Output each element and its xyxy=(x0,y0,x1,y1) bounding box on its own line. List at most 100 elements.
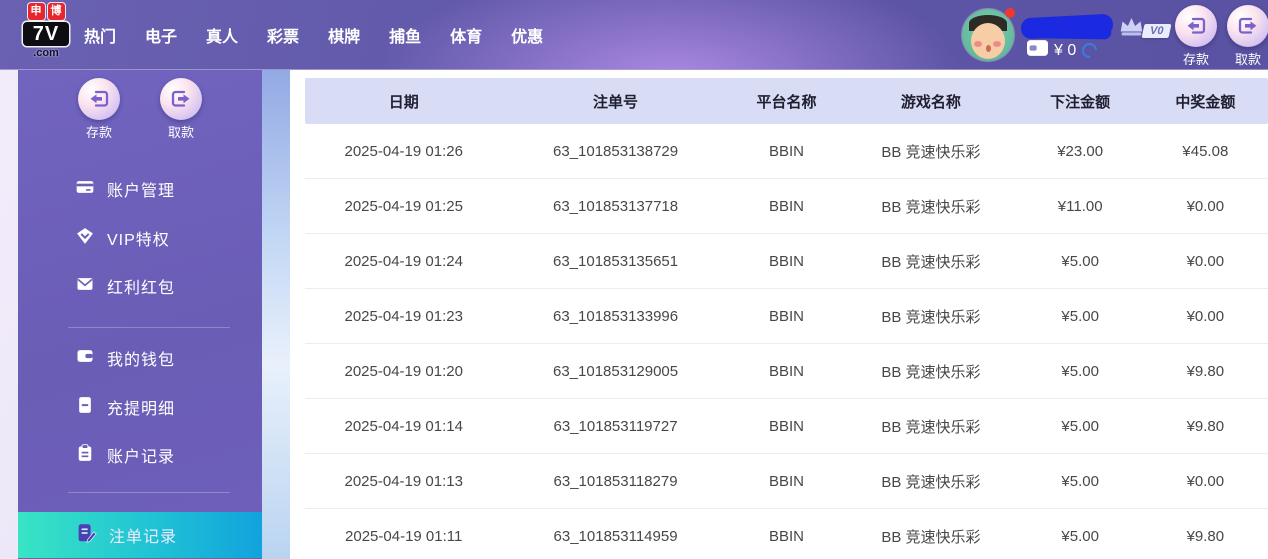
table-cell: BB 竞速快乐彩 xyxy=(881,143,981,161)
wallet-icon xyxy=(75,346,95,371)
table-row: 2025-04-19 01:23 63_101853133996 BBIN BB 竞速… xyxy=(305,289,1268,344)
table-body: 2025-04-19 01:26 63_101853138729 BBIN BB 竞速… xyxy=(305,124,1268,559)
deposit-button[interactable]: 存款 xyxy=(1173,5,1219,68)
table-cell: 63_101853137718 xyxy=(552,197,679,215)
brand-logo[interactable]: 申 博 7V .com xyxy=(16,3,76,59)
sidebar-divider xyxy=(68,492,230,493)
brand-char-left: 申 xyxy=(27,3,45,20)
table-header-win-amount: 中奖金额 xyxy=(1175,93,1236,111)
table-cell: 2025-04-19 01:24 xyxy=(344,252,463,270)
table-cell: ¥5.00 xyxy=(1061,417,1099,435)
table-cell: 2025-04-19 01:20 xyxy=(344,362,463,380)
table-cell: BBIN xyxy=(768,197,804,215)
table-cell: BB 竞速快乐彩 xyxy=(881,473,981,491)
avatar[interactable] xyxy=(962,9,1014,61)
sidebar-item-bonus[interactable]: 红利红包 xyxy=(18,270,262,302)
sidebar-item-label: 红利红包 xyxy=(107,280,176,297)
table-cell: 2025-04-19 01:25 xyxy=(344,197,463,215)
table-cell: 63_101853114959 xyxy=(553,527,678,545)
table-cell: BB 竞速快乐彩 xyxy=(881,308,981,326)
table-cell: ¥45.08 xyxy=(1182,142,1229,160)
withdraw-icon xyxy=(160,78,202,120)
table-cell: ¥5.00 xyxy=(1061,472,1099,490)
sidebar: 存款 取款 账户管理 xyxy=(18,70,290,559)
clipboard-icon xyxy=(75,443,95,468)
main-menu: 热门 电子 真人 彩票 棋牌 捕鱼 体育 优惠 xyxy=(84,0,543,70)
table-cell: BBIN xyxy=(768,527,804,545)
sidebar-item-account-management[interactable]: 账户管理 xyxy=(18,173,262,205)
table-header-date: 日期 xyxy=(388,93,419,111)
main-content: 日期 注单号 平台名称 游戏名称 下注金额 中奖金额 2025-04-19 01… xyxy=(290,70,1268,559)
sidebar-item-label: 账户管理 xyxy=(107,183,176,200)
top-nav: 申 博 7V .com 热门 电子 真人 彩票 棋牌 捕鱼 体育 优惠 V0 xyxy=(0,0,1268,70)
table-row: 2025-04-19 01:24 63_101853135651 BBIN BB 竞速… xyxy=(305,234,1268,289)
table-cell: BBIN xyxy=(768,307,804,325)
nav-item-promotions[interactable]: 优惠 xyxy=(511,29,544,46)
withdraw-button[interactable]: 取款 xyxy=(1225,5,1268,68)
sidebar-withdraw-button[interactable]: 取款 xyxy=(150,78,212,141)
table-row: 2025-04-19 01:25 63_101853137718 BBIN BB 竞速… xyxy=(305,179,1268,234)
table-cell: ¥5.00 xyxy=(1061,307,1099,325)
table-header-row: 日期 注单号 平台名称 游戏名称 下注金额 中奖金额 xyxy=(305,78,1268,124)
table-cell: 2025-04-19 01:26 xyxy=(344,142,463,160)
table-cell: ¥9.80 xyxy=(1186,527,1225,545)
table-cell: BB 竞速快乐彩 xyxy=(881,198,981,216)
vip-crown-icon xyxy=(1118,16,1145,42)
table-cell: ¥0.00 xyxy=(1186,472,1225,490)
table-cell: BBIN xyxy=(768,142,804,160)
nav-item-lottery[interactable]: 彩票 xyxy=(267,29,300,46)
table-cell: 63_101853118279 xyxy=(553,472,678,490)
table-cell: 2025-04-19 01:14 xyxy=(344,417,463,435)
sidebar-item-wallet[interactable]: 我的钱包 xyxy=(18,342,262,374)
credit-card-icon xyxy=(75,177,95,202)
nav-item-live[interactable]: 真人 xyxy=(206,29,239,46)
table-cell: BB 竞速快乐彩 xyxy=(881,528,981,546)
deposit-icon xyxy=(78,78,120,120)
vip-level-badge: V0 xyxy=(1141,24,1172,38)
username-redacted[interactable] xyxy=(1020,13,1114,40)
sidebar-item-transactions[interactable]: 充提明细 xyxy=(18,391,262,423)
nav-item-board-games[interactable]: 棋牌 xyxy=(328,29,361,46)
bet-records-table: 日期 注单号 平台名称 游戏名称 下注金额 中奖金额 2025-04-19 01… xyxy=(305,78,1268,559)
brand-suffix: .com xyxy=(33,47,59,59)
sidebar-item-vip[interactable]: VIP特权 xyxy=(18,222,262,254)
table-row: 2025-04-19 01:26 63_101853138729 BBIN BB 竞速… xyxy=(305,124,1268,179)
table-cell: ¥5.00 xyxy=(1061,252,1099,270)
balance-wallet-icon xyxy=(1027,40,1048,61)
bet-record-icon xyxy=(75,522,97,549)
table-row: 2025-04-19 01:20 63_101853129005 BBIN BB 竞速… xyxy=(305,344,1268,399)
nav-item-slots[interactable]: 电子 xyxy=(145,29,178,46)
table-cell: ¥0.00 xyxy=(1186,197,1225,215)
sidebar-item-label: VIP特权 xyxy=(107,232,170,249)
table-header-bet-amount: 下注金额 xyxy=(1050,93,1111,111)
brand-main: 7V xyxy=(23,22,69,46)
sidebar-item-label: 注单记录 xyxy=(109,529,178,546)
table-header-platform: 平台名称 xyxy=(756,93,817,111)
nav-item-fishing[interactable]: 捕鱼 xyxy=(389,29,422,46)
sidebar-item-account-records[interactable]: 账户记录 xyxy=(18,439,262,471)
table-cell: 63_101853129005 xyxy=(552,362,679,380)
nav-item-sports[interactable]: 体育 xyxy=(450,29,483,46)
table-cell: ¥0.00 xyxy=(1186,307,1225,325)
table-cell: BBIN xyxy=(768,252,804,270)
sidebar-deposit-button[interactable]: 存款 xyxy=(68,78,130,141)
sidebar-item-bet-records[interactable]: 注单记录 xyxy=(18,512,262,558)
nav-item-hot[interactable]: 热门 xyxy=(84,29,117,46)
table-cell: ¥5.00 xyxy=(1061,362,1099,380)
notification-dot xyxy=(1005,8,1015,18)
table-row: 2025-04-19 01:11 63_101853114959 BBIN BB 竞速… xyxy=(305,509,1268,559)
table-cell: 2025-04-19 01:11 xyxy=(345,527,463,545)
table-cell: 2025-04-19 01:23 xyxy=(344,307,463,325)
table-cell: ¥0.00 xyxy=(1186,252,1225,270)
table-cell: BB 竞速快乐彩 xyxy=(881,253,981,271)
refresh-balance-icon[interactable] xyxy=(1079,39,1101,62)
table-cell: ¥5.00 xyxy=(1061,527,1099,545)
table-cell: BB 竞速快乐彩 xyxy=(881,418,981,436)
table-cell: 2025-04-19 01:13 xyxy=(344,472,463,490)
table-cell: ¥11.00 xyxy=(1057,197,1103,215)
sidebar-item-label: 我的钱包 xyxy=(107,352,176,369)
vip-gem-icon xyxy=(75,226,95,251)
sidebar-item-label: 账户记录 xyxy=(107,449,176,466)
table-header-game: 游戏名称 xyxy=(900,93,961,111)
table-cell: ¥23.00 xyxy=(1057,142,1104,160)
